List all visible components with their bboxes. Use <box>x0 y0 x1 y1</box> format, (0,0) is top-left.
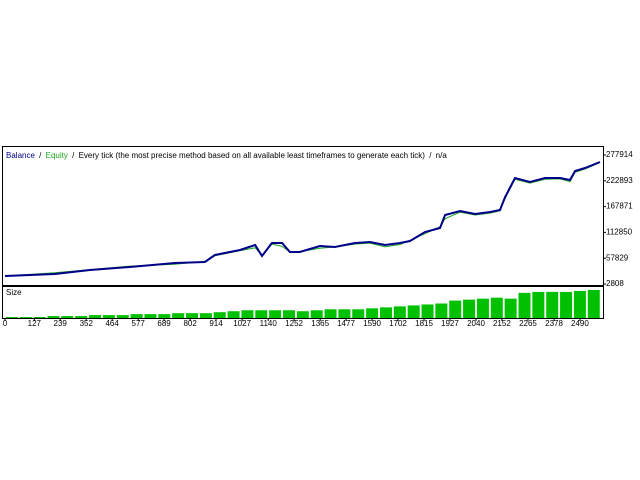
size-bar <box>33 317 46 318</box>
size-bar <box>116 315 129 318</box>
size-bar <box>310 310 323 318</box>
size-bar <box>463 299 476 318</box>
size-bar <box>213 312 226 318</box>
size-bar <box>144 314 157 318</box>
size-bar <box>366 308 379 318</box>
size-bar <box>449 300 462 318</box>
x-tick-label: 1365 <box>311 319 329 328</box>
x-tick-label: 2152 <box>493 319 511 328</box>
main-panel-frame <box>2 146 604 286</box>
y-tick-label: 167871 <box>606 202 633 211</box>
x-tick-label: 1140 <box>260 319 278 328</box>
size-bar <box>269 310 282 318</box>
y-tick-label: 57829 <box>606 253 629 262</box>
size-panel-label: Size <box>6 288 22 297</box>
size-bar <box>47 316 60 318</box>
size-bar <box>546 291 559 318</box>
size-bar <box>75 316 88 318</box>
x-tick-label: 2490 <box>571 319 589 328</box>
size-bar <box>199 313 212 318</box>
size-bar <box>532 291 545 318</box>
legend-equity: Equity <box>46 151 68 160</box>
legend: Balance / Equity / Every tick (the most … <box>6 151 447 160</box>
size-bar <box>504 298 517 318</box>
size-bar <box>393 306 406 318</box>
x-tick-label: 127 <box>28 319 42 328</box>
x-tick-label: 1815 <box>415 319 433 328</box>
size-bar <box>587 289 600 318</box>
size-bar <box>435 303 448 318</box>
x-tick-label: 464 <box>105 319 119 328</box>
x-tick-label: 352 <box>80 319 94 328</box>
size-bar <box>490 297 503 318</box>
size-bar <box>89 315 102 318</box>
size-bar <box>102 315 115 318</box>
x-tick-label: 1927 <box>441 319 459 328</box>
size-bar <box>352 309 365 318</box>
size-bar <box>560 291 573 318</box>
y-tick-label: 2808 <box>606 279 624 288</box>
x-tick-label: 577 <box>132 319 146 328</box>
size-bar <box>338 309 351 318</box>
size-bar <box>379 307 392 318</box>
size-bar <box>282 310 295 318</box>
size-bar <box>573 290 586 318</box>
size-bar <box>227 311 240 318</box>
x-tick-label: 1252 <box>285 319 303 328</box>
size-bar <box>407 305 420 318</box>
legend-separator: / <box>429 151 432 160</box>
size-bar <box>158 314 171 318</box>
x-tick-label: 1702 <box>389 319 407 328</box>
size-bar <box>476 298 489 318</box>
size-panel-frame <box>2 286 604 319</box>
size-bar <box>5 317 18 318</box>
x-tick-label: 2040 <box>467 319 485 328</box>
size-bar <box>241 310 254 318</box>
x-tick-label: 2378 <box>545 319 563 328</box>
size-bar <box>255 310 268 318</box>
y-tick-label: 112850 <box>606 228 633 237</box>
size-bar <box>172 313 185 318</box>
x-tick-label: 1027 <box>233 319 251 328</box>
y-tick-label: 222893 <box>606 176 633 185</box>
x-tick-label: 1477 <box>337 319 355 328</box>
x-tick-label: 914 <box>209 319 223 328</box>
legend-separator: / <box>72 151 75 160</box>
legend-balance: Balance <box>6 151 35 160</box>
size-bar <box>296 311 309 318</box>
size-bar <box>421 304 434 318</box>
size-bar <box>130 314 143 318</box>
x-tick-label: 239 <box>54 319 68 328</box>
x-tick-label: 1590 <box>363 319 381 328</box>
size-bar <box>19 317 32 318</box>
y-tick-label: 277914 <box>606 150 633 159</box>
legend-separator: / <box>39 151 42 160</box>
x-tick-label: 2265 <box>519 319 537 328</box>
equity-line <box>4 162 601 277</box>
x-tick-label: 0 <box>3 319 8 328</box>
size-bar <box>518 292 531 318</box>
size-bar <box>61 316 74 318</box>
legend-note: n/a <box>436 151 448 160</box>
x-tick-label: 689 <box>157 319 171 328</box>
balance-line <box>4 161 601 277</box>
legend-subtitle: Every tick (the most precise method base… <box>79 151 426 160</box>
x-tick-label: 802 <box>183 319 197 328</box>
size-bar <box>324 309 337 318</box>
size-bar <box>186 313 199 318</box>
